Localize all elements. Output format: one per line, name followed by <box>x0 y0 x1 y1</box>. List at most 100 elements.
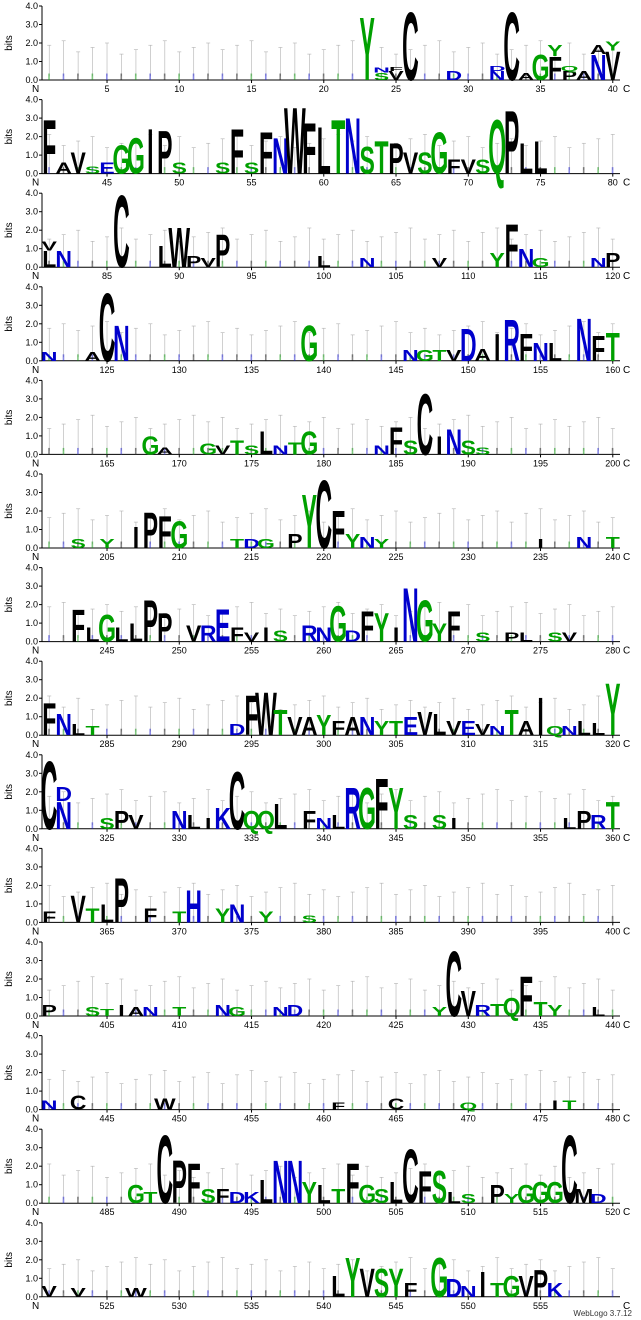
background-residue <box>481 354 484 361</box>
residue-letter: T <box>86 904 101 928</box>
residue-letter: R <box>301 621 318 647</box>
x-tick-label: 510 <box>461 1207 476 1217</box>
background-residue <box>395 728 397 736</box>
residue-letter: I <box>118 1003 124 1020</box>
residue-letter: P <box>157 606 172 652</box>
residue-letter: P <box>114 807 129 835</box>
residue-letter: C <box>561 1116 578 1225</box>
background-residue <box>525 447 527 455</box>
residue-letter: N <box>344 103 361 191</box>
background-residue <box>568 1290 571 1297</box>
background-residue <box>178 260 180 268</box>
residue-letter: I <box>537 686 543 747</box>
residue-letter: Q <box>546 723 564 737</box>
background-residue <box>510 728 513 736</box>
background-residue <box>163 1103 166 1110</box>
background-residue <box>163 1196 166 1204</box>
background-residue <box>106 167 108 174</box>
y-tick-label: 3.0 <box>25 1049 38 1059</box>
residue-letter: L <box>273 798 287 837</box>
background-residue <box>467 167 469 174</box>
background-residue <box>134 167 137 174</box>
background-residue <box>467 1290 469 1297</box>
x-tick-label: 225 <box>389 552 404 562</box>
y-axis-label: bits <box>4 597 15 613</box>
background-residue <box>120 354 123 361</box>
y-tick-label: 0.0 <box>25 262 38 272</box>
background-residue <box>496 915 498 923</box>
residue-letter: Y <box>432 1004 448 1018</box>
residue-letter: N <box>272 128 289 185</box>
residue-letter: N <box>576 535 593 552</box>
background-residue <box>91 1290 94 1297</box>
background-residue <box>293 1103 296 1110</box>
residue-letter: V <box>70 145 85 180</box>
background-residue <box>337 915 339 923</box>
n-terminal-label: N <box>32 926 39 937</box>
background-residue <box>337 167 339 174</box>
residue-letter: L <box>317 254 331 271</box>
residue-letter: V <box>359 1261 374 1307</box>
x-tick-label: 195 <box>533 458 548 468</box>
background-residue <box>62 635 65 642</box>
background-residue <box>62 1103 65 1110</box>
background-residue <box>62 167 65 174</box>
background-residue <box>582 1009 585 1016</box>
residue-letter: F <box>548 51 562 88</box>
residue-letter: P <box>172 1148 187 1217</box>
background-residue <box>279 822 282 829</box>
residue-letter: S <box>403 810 418 834</box>
background-residue <box>149 635 151 642</box>
background-residue <box>120 73 123 80</box>
x-tick-label: 350 <box>461 833 476 843</box>
background-residue <box>611 1009 614 1016</box>
background-residue <box>207 260 209 268</box>
background-residue <box>568 447 571 455</box>
background-residue <box>149 915 151 923</box>
residue-letter: F <box>519 966 533 1029</box>
background-residue <box>77 260 79 268</box>
background-residue <box>236 447 238 455</box>
residue-letter: N <box>576 305 593 374</box>
background-residue <box>120 1290 123 1297</box>
residue-letter: S <box>172 160 187 177</box>
residue-letter: A <box>474 345 491 365</box>
n-terminal-label: N <box>32 1301 39 1312</box>
background-residue <box>106 1290 108 1297</box>
residue-letter: L <box>562 815 576 832</box>
residue-letter: G <box>113 138 131 184</box>
background-residue <box>279 447 282 455</box>
background-residue <box>611 1196 614 1204</box>
background-residue <box>481 635 484 642</box>
c-terminal-label: C <box>623 458 630 469</box>
background-residue <box>582 915 585 923</box>
background-residue <box>207 541 209 548</box>
background-residue <box>77 447 79 455</box>
background-residue <box>62 915 65 923</box>
background-residue <box>568 1196 571 1204</box>
x-tick-label: 385 <box>389 926 404 936</box>
background-residue <box>279 915 282 923</box>
x-tick-label: 200 <box>605 458 620 468</box>
residue-letter: C <box>99 274 116 383</box>
y-tick-label: 3.0 <box>25 113 38 123</box>
background-residue <box>322 447 325 455</box>
c-terminal-label: C <box>623 1020 630 1031</box>
background-residue <box>510 1196 513 1204</box>
background-residue <box>525 73 527 80</box>
background-residue <box>597 1009 599 1016</box>
residue-letter: P <box>490 1181 505 1209</box>
x-tick-label: 85 <box>102 271 112 281</box>
residue-letter: L <box>86 623 100 647</box>
residue-letter: L <box>591 720 605 740</box>
background-residue <box>48 1290 50 1297</box>
background-residue <box>611 1290 614 1297</box>
x-tick-label: 435 <box>533 1020 548 1030</box>
background-residue <box>236 915 238 923</box>
background-residue <box>351 354 354 361</box>
residue-letter: W <box>168 217 190 280</box>
x-tick-label: 170 <box>172 458 187 468</box>
background-residue <box>366 73 368 80</box>
y-tick-label: 1.0 <box>25 993 38 1003</box>
y-axis-label: bits <box>4 878 15 894</box>
